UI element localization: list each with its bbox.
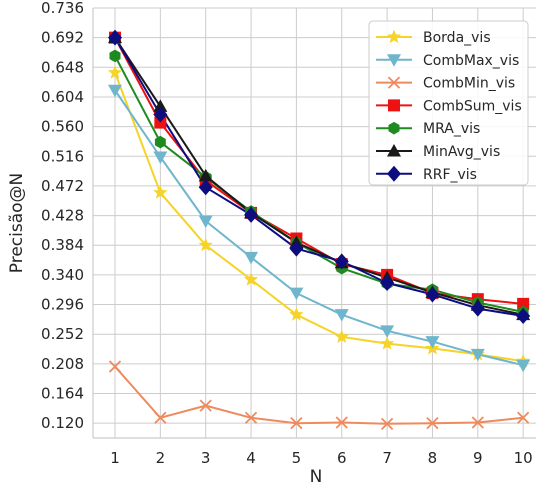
- series-marker: [108, 84, 122, 98]
- series-line: [114, 72, 524, 363]
- x-tick-label: 9: [473, 449, 483, 467]
- series-marker: [470, 348, 485, 362]
- series-marker: [334, 329, 349, 343]
- y-tick-label: 0.736: [41, 0, 84, 17]
- series-marker: [289, 240, 304, 257]
- series-marker: [153, 185, 168, 199]
- series-marker: [198, 179, 213, 196]
- series-lines: [114, 37, 524, 425]
- series-line: [114, 37, 524, 316]
- y-tick-label: 0.560: [41, 118, 84, 136]
- y-tick-label: 0.384: [41, 236, 84, 254]
- x-tick-label: 7: [382, 449, 392, 467]
- series-marker: [380, 325, 395, 338]
- series-marker: [335, 416, 348, 429]
- series-markers: [107, 29, 531, 430]
- y-tick-label: 0.164: [41, 385, 84, 403]
- series-marker: [154, 411, 167, 424]
- y-axis-title: Precisão@N: [7, 173, 27, 274]
- series-line: [114, 365, 524, 425]
- x-tick-label: 10: [514, 449, 533, 467]
- series-marker: [425, 336, 440, 349]
- series-marker: [107, 65, 123, 79]
- x-axis-title: N: [310, 467, 323, 487]
- series-line: [114, 37, 524, 317]
- series-marker: [108, 29, 122, 46]
- y-tick-label: 0.296: [41, 296, 84, 314]
- legend-marker: [386, 29, 402, 44]
- legend-marker: [387, 165, 401, 182]
- legend-label: CombMax_vis: [423, 53, 519, 69]
- series-marker: [334, 253, 349, 270]
- series-marker: [244, 251, 259, 265]
- legend-label: Borda_vis: [423, 30, 491, 46]
- series-marker: [426, 417, 439, 430]
- x-tick-labels: 1 2 3 4 5 6 7 8 9 10: [110, 449, 532, 467]
- y-tick-label: 0.340: [41, 266, 84, 284]
- series-marker: [470, 300, 485, 317]
- y-tick-label: 0.648: [41, 58, 84, 76]
- series-marker: [243, 272, 259, 286]
- legend-label: CombSum_vis: [423, 98, 522, 114]
- series-marker: [244, 411, 258, 424]
- series-marker: [153, 99, 168, 112]
- series-marker: [289, 287, 304, 301]
- series-marker: [471, 416, 484, 429]
- series-marker: [108, 360, 122, 373]
- series-marker: [516, 359, 531, 373]
- series-marker: [516, 308, 531, 325]
- y-tick-label: 0.604: [41, 88, 84, 106]
- series-marker: [153, 151, 168, 164]
- series-marker: [334, 309, 349, 322]
- series-marker: [289, 307, 304, 321]
- x-tick-label: 8: [428, 449, 438, 467]
- legend-label: CombMin_vis: [423, 76, 515, 92]
- series-marker: [380, 336, 395, 350]
- x-tick-label: 1: [110, 449, 120, 467]
- series-marker: [517, 411, 530, 424]
- y-tick-label: 0.208: [41, 355, 84, 373]
- y-tick-label: 0.516: [41, 147, 84, 165]
- y-tick-labels: 0.120 0.164 0.208 0.252 0.296 0.340 0.384 0.428…: [41, 0, 84, 432]
- series-line: [114, 89, 524, 367]
- series-marker: [198, 237, 213, 252]
- series-marker: [199, 399, 212, 412]
- series-marker: [517, 297, 530, 310]
- series-marker: [244, 206, 259, 223]
- legend-marker: [388, 121, 400, 135]
- y-tick-label: 0.692: [41, 29, 84, 47]
- legend-label: RRF_vis: [423, 167, 477, 183]
- legend-marker: [387, 54, 401, 67]
- series-marker: [380, 274, 395, 291]
- legend: Borda_vis CombMax_vis CombMin_vis CombSum_v…: [368, 20, 529, 186]
- y-tick-label: 0.252: [41, 325, 84, 343]
- legend-marker: [387, 76, 401, 89]
- y-tick-label: 0.428: [41, 207, 84, 225]
- series-marker: [290, 417, 303, 430]
- series-marker: [154, 135, 166, 149]
- series-marker: [198, 168, 213, 182]
- series-marker: [380, 417, 394, 430]
- legend-marker: [388, 99, 400, 112]
- series-marker: [153, 106, 168, 123]
- x-tick-label: 6: [337, 449, 347, 467]
- x-tick-label: 4: [246, 449, 256, 467]
- legend-marker: [387, 144, 401, 157]
- y-tick-label: 0.120: [41, 414, 84, 432]
- legend-label: MRA_vis: [423, 121, 480, 137]
- y-tick-label: 0.472: [41, 177, 84, 195]
- legend-box: [368, 20, 529, 186]
- series-marker: [425, 286, 440, 303]
- x-tick-label: 2: [156, 449, 166, 467]
- series-marker: [198, 215, 213, 228]
- series-marker: [154, 116, 167, 129]
- x-tick-label: 5: [292, 449, 302, 467]
- x-tick-label: 3: [201, 449, 211, 467]
- legend-label: MinAvg_vis: [423, 144, 500, 160]
- series-marker: [109, 49, 121, 63]
